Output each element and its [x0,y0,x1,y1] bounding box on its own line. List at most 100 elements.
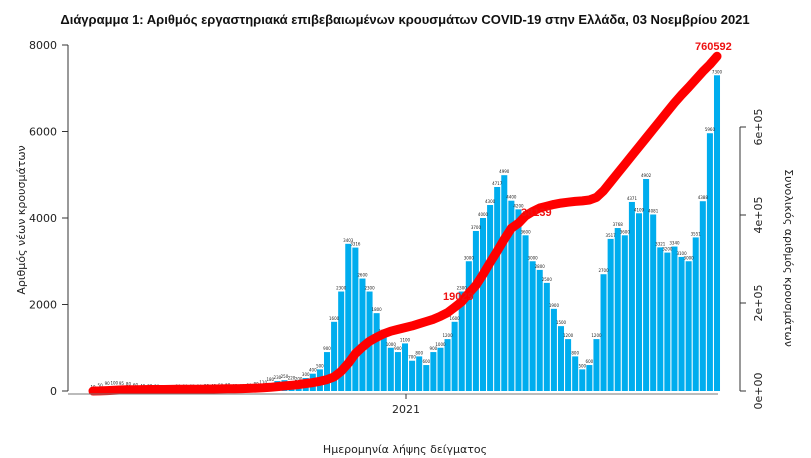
bar [536,269,543,391]
bar-value-label: 1600 [450,316,461,321]
y-tick-label: 2000 [29,299,57,312]
bar-value-label: 3316 [350,242,361,247]
bar [550,308,557,391]
bar-value-labels: 10 50 90 100 95 80 60 40 30 20 15 15 20 20 25 20 30 40 50 6… [90,69,722,389]
bar-value-label: 4300 [485,199,496,204]
bar [501,175,508,391]
bar [451,321,458,391]
bar-value-label: 4717 [492,181,503,186]
bar [423,365,430,391]
bar [607,238,614,391]
bar [359,278,366,391]
bar-value-label: 2300 [336,286,347,291]
bar-value-label: 4902 [641,173,652,178]
bar [635,213,643,391]
bar-value-label: 1100 [400,337,411,342]
bar-value-label: 2800 [535,264,546,269]
bar-value-label: 3340 [669,241,680,246]
bar [685,261,692,391]
bar-value-label: 300 [302,372,310,377]
bar [373,313,380,391]
y-tick-label: 6000 [29,126,57,139]
bar [643,178,650,391]
bar [650,214,657,391]
bar-value-label: 4000 [478,212,489,217]
bar [352,247,359,391]
bar [430,352,437,391]
bar-value-label: 4200 [513,203,524,208]
bar-value-label: 400 [309,368,317,373]
bar [543,282,550,391]
right-y-axis-label: Συνολικός αριθμός κρουσμάτων [782,169,795,347]
y-tick-label: 0 [50,385,57,398]
bar [394,352,401,391]
bar-value-label: 500 [316,363,324,368]
y-tick-label: 8000 [29,39,57,52]
x-axis-label: Ημερομηνία λήψης δείγματος [323,443,487,456]
bar-value-label: 3600 [520,229,531,234]
bar [621,235,628,391]
bar-value-label: 3000 [684,255,695,260]
bar-value-label: 800 [571,350,579,355]
bar [628,201,635,391]
bar-value-label: 900 [430,346,438,351]
bar [444,339,451,391]
right-y-tick-label: 2e+05 [752,285,765,322]
right-y-tick-label: 6e+05 [752,109,765,146]
bar-value-label: 1200 [442,333,453,338]
bar [586,365,593,391]
bar-value-label: 1600 [329,316,340,321]
right-y-ticks: 0e+00 2e+05 4e+05 6e+05 [740,109,765,410]
bar-value-label: 1800 [372,307,383,312]
bar [699,201,706,391]
bar-value-label: 5960 [705,127,716,132]
bar [437,347,444,391]
bar-value-label: 700 [408,355,416,360]
cumulative-cases-line [88,51,722,396]
bar [713,75,721,392]
bar-value-label: 900 [394,346,402,351]
bar-value-label: 60 [133,382,139,387]
bar [529,261,536,391]
bar-value-label: 2300 [364,286,375,291]
bar-value-label: 3000 [528,255,539,260]
bar-value-label: 3700 [471,225,482,230]
bar [692,237,699,391]
bar [664,252,671,391]
bar-value-label: 2700 [598,268,609,273]
bar-value-label: 95 [119,381,125,386]
bar-value-label: 3403 [343,238,354,243]
cumulative-label-2: 38139 [521,207,552,219]
bar-value-label: 600 [586,359,594,364]
bar [401,343,409,391]
bar [409,360,416,391]
cumulative-label-1: 19029 [443,291,474,303]
y-tick-label: 4000 [29,212,57,225]
bar-value-label: 2500 [542,277,553,282]
bar [472,230,479,391]
bar-value-label: 7300 [712,69,723,74]
bar [614,228,621,391]
bar-value-label: 4388 [698,195,709,200]
bar-value-label: 80 [126,382,132,387]
left-y-axis-label: Αριθμός νέων κρουσμάτων [15,145,28,294]
cumulative-label-final: 760592 [695,41,732,53]
bar [345,243,352,391]
bar [494,186,501,391]
bar-value-label: 1000 [435,342,446,347]
right-y-tick-label: 0e+00 [752,373,765,410]
bar-value-label: 600 [422,359,430,364]
bar-value-label: 4371 [627,196,638,201]
x-tick-label: 2021 [392,403,420,416]
bar [323,352,331,391]
bar [380,334,387,391]
bar-value-label: 800 [415,350,423,355]
bar [557,326,565,391]
bar [678,256,685,391]
bar-value-label: 3321 [655,241,666,246]
bar [487,205,494,391]
bar-value-label: 500 [578,363,586,368]
bar [508,200,515,391]
bar-value-label: 3768 [613,222,624,227]
